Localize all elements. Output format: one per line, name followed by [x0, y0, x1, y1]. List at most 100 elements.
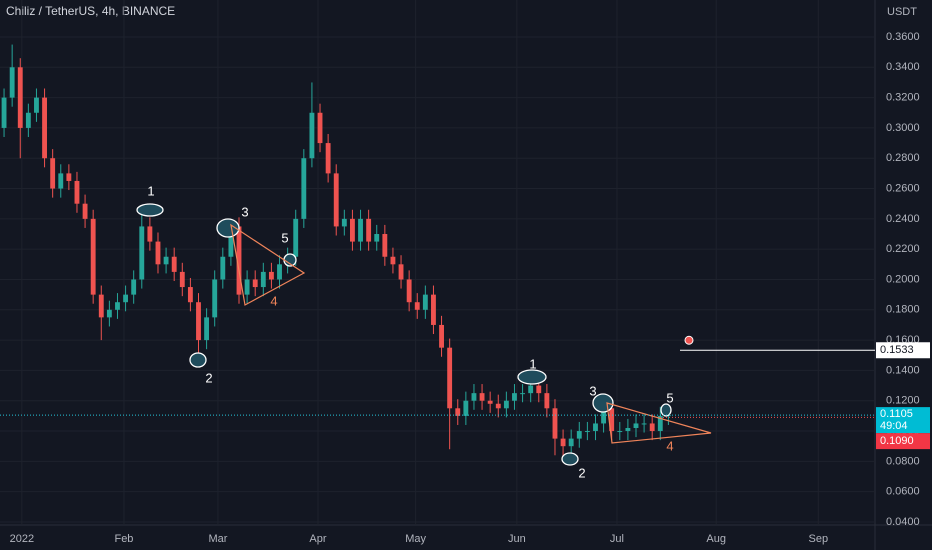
y-tick-label: 0.2600 — [886, 182, 920, 194]
candle-body — [301, 158, 307, 219]
candle-body — [463, 400, 469, 416]
y-tick-label: 0.1200 — [886, 395, 920, 407]
y-tick-label: 0.0600 — [886, 486, 920, 498]
candle-body — [398, 264, 404, 280]
last-label: 0.1105 — [880, 408, 913, 420]
wave-label: 1 — [147, 183, 154, 198]
candle-body — [512, 393, 517, 401]
candle-body — [528, 385, 534, 394]
candle-body — [576, 431, 582, 439]
wave-label: 1 — [529, 356, 536, 371]
candle-body — [439, 324, 444, 348]
candle-body — [25, 112, 31, 128]
candle-body — [593, 423, 598, 432]
candle-body — [382, 234, 388, 257]
candle-body — [171, 256, 177, 272]
candle-body — [139, 226, 145, 280]
candle-body — [155, 241, 161, 265]
candle-body — [609, 408, 615, 432]
y-tick-label: 0.3000 — [886, 122, 920, 134]
y-tick-label: 0.3600 — [886, 31, 920, 43]
wave-label: 2 — [205, 370, 212, 385]
wave-label: 3 — [241, 204, 248, 219]
candle-body — [455, 408, 461, 416]
candle-body — [187, 287, 193, 303]
candle-body — [212, 279, 218, 318]
candle-body — [617, 431, 623, 433]
x-tick-label: Jun — [508, 533, 526, 545]
candle-body — [406, 279, 412, 303]
candle-body — [641, 423, 647, 425]
candle-body — [163, 256, 169, 265]
wave-label: 4 — [270, 293, 277, 308]
candle-body — [179, 271, 185, 288]
candle-body — [431, 294, 436, 325]
candle-body — [90, 218, 96, 295]
x-tick-label: Jul — [610, 533, 624, 545]
candle-body — [293, 218, 299, 257]
candle-body — [1, 97, 7, 128]
axis-unit: USDT — [887, 6, 917, 18]
y-tick-label: 0.0400 — [886, 516, 920, 528]
candle-body — [520, 393, 525, 395]
triangle-pattern — [230, 223, 306, 306]
countdown-label: 49:04 — [880, 420, 908, 432]
x-tick-label: 2022 — [10, 533, 34, 545]
wave-marker — [517, 369, 547, 385]
candle-body — [106, 309, 112, 318]
wave-marker — [189, 352, 207, 368]
candle-body — [115, 302, 120, 310]
wave-marker — [660, 403, 672, 417]
candle-body — [584, 431, 590, 433]
wave-label: 4 — [666, 438, 673, 453]
candle-body — [42, 97, 47, 159]
candle-body — [196, 302, 201, 341]
candle-body — [633, 423, 639, 429]
y-tick-label: 0.2400 — [886, 213, 920, 225]
candle-body — [657, 415, 663, 432]
candle-body — [58, 173, 64, 189]
candle-body — [358, 218, 363, 242]
candle-body — [560, 438, 566, 447]
x-tick-label: Sep — [808, 533, 828, 545]
prev-label-box — [876, 433, 930, 450]
candle-body — [147, 226, 153, 242]
candle-body — [414, 302, 420, 310]
candle-body — [503, 400, 509, 409]
y-tick-label: 0.2800 — [886, 152, 920, 164]
candle-body — [98, 294, 104, 318]
y-tick-label: 0.3400 — [886, 61, 920, 73]
x-tick-label: Apr — [309, 533, 326, 545]
candle-body — [471, 393, 477, 401]
candle-body — [50, 158, 56, 189]
candle-body — [236, 226, 242, 295]
candle-body — [422, 294, 428, 310]
candle-body — [350, 218, 355, 242]
candle-body — [123, 294, 129, 303]
candle-body — [601, 408, 607, 424]
wave-marker — [561, 452, 579, 466]
candle-body — [252, 279, 258, 288]
candle-body — [228, 226, 234, 257]
candle-body — [131, 279, 137, 295]
candle-body — [244, 279, 250, 295]
y-tick-label: 0.2200 — [886, 243, 920, 255]
candle-body — [317, 112, 323, 144]
candle-body — [17, 67, 23, 128]
candle-body — [341, 218, 347, 227]
candle-body — [495, 403, 501, 409]
triangle-pattern — [606, 402, 712, 444]
last-label-box — [876, 407, 930, 434]
candle-body — [34, 97, 39, 113]
wave-marker — [136, 203, 164, 217]
candle-body — [9, 67, 15, 98]
candle-body — [220, 256, 226, 280]
candle-body — [66, 173, 72, 181]
x-tick-label: Aug — [706, 533, 726, 545]
candle-body — [260, 271, 266, 288]
target-icon — [684, 335, 694, 345]
x-tick-label: Mar — [208, 533, 227, 545]
target-label-box — [876, 342, 930, 359]
